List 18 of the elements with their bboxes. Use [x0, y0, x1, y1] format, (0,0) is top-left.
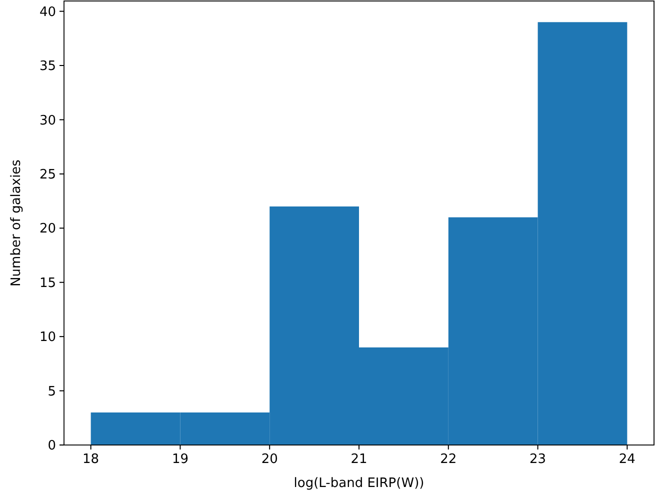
x-tick-label: 18 — [82, 452, 100, 467]
y-tick-label: 5 — [48, 384, 56, 400]
x-tick-label: 23 — [530, 452, 546, 467]
y-tick-label: 10 — [39, 330, 56, 346]
y-tick-label: 20 — [39, 222, 56, 237]
y-tick-label: 30 — [39, 113, 56, 128]
y-axis-title: Number of galaxies — [9, 159, 24, 286]
x-axis-title: log(L-band EIRP(W)) — [294, 476, 424, 491]
y-tick-label: 35 — [39, 59, 56, 74]
x-tick-label: 21 — [350, 452, 368, 467]
y-tick-label: 15 — [39, 276, 56, 291]
x-tick-label: 24 — [618, 452, 636, 467]
x-tick-label: 19 — [172, 452, 188, 467]
x-tick-label: 22 — [440, 452, 457, 467]
y-tick-label: 0 — [48, 438, 56, 454]
x-tick-label: 20 — [261, 452, 278, 467]
y-tick-label: 40 — [39, 4, 56, 20]
y-tick-label: 25 — [39, 167, 56, 182]
